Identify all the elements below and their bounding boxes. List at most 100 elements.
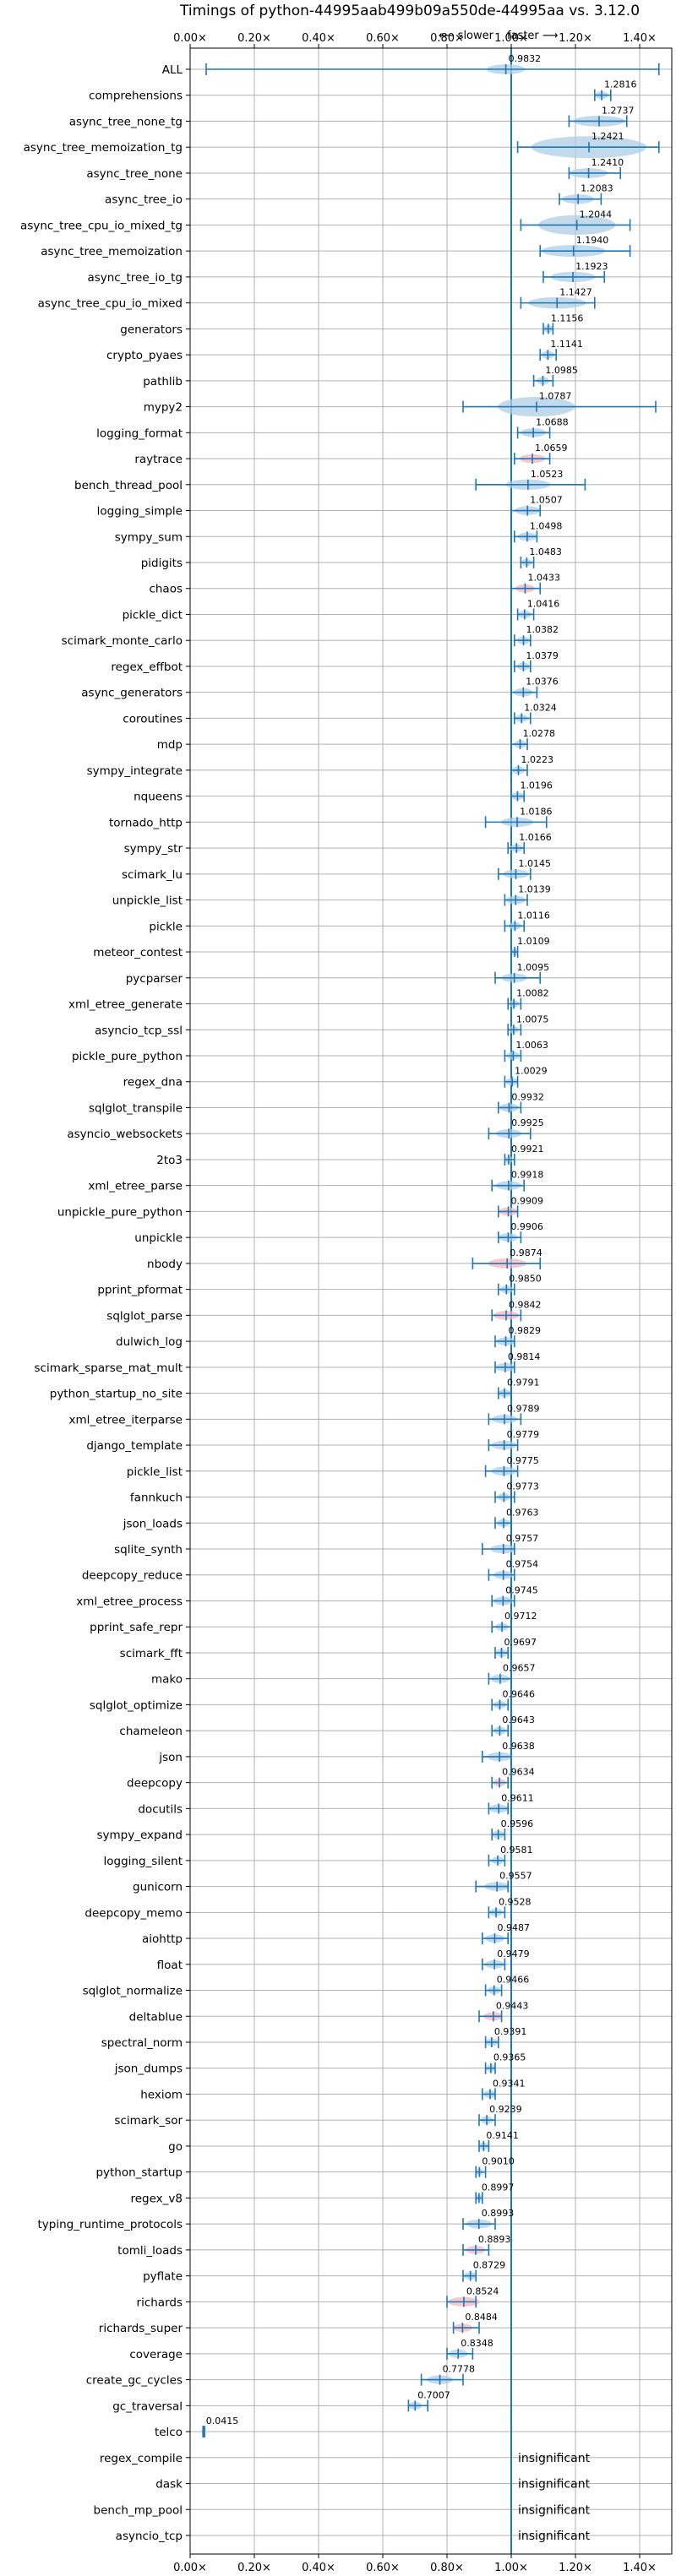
value-label: 1.0688: [536, 416, 569, 427]
x-tick-label-bottom: 0.20×: [237, 2562, 271, 2574]
category-label-dask: dask: [155, 2478, 183, 2492]
category-label-ALL: ALL: [162, 63, 183, 77]
category-label-json_loads: json_loads: [123, 1517, 183, 1530]
category-label-async_tree_io: async_tree_io: [105, 193, 183, 207]
violin-pathlib: 1.0985: [532, 365, 578, 387]
value-label: 1.0166: [519, 832, 552, 843]
violin-bench_mp_pool: insignificant: [518, 2503, 591, 2517]
violin-pickle_list: 0.9775: [484, 1455, 539, 1477]
violin-xml_etree_parse: 0.9918: [491, 1170, 543, 1192]
violin-sqlglot_parse: 0.9842: [491, 1299, 542, 1322]
category-label-sympy_expand: sympy_expand: [96, 1829, 183, 1842]
violin-sqlglot_transpile: 0.9932: [497, 1091, 544, 1114]
value-label: 0.9581: [500, 1845, 533, 1856]
x-tick-label-top: 1.40×: [623, 32, 657, 45]
y-axis-categories: ALL comprehensions async_tree_none_tgasync…: [20, 63, 190, 2543]
value-label: 0.9832: [509, 53, 542, 64]
value-label: 0.9239: [489, 2104, 522, 2115]
category-label-pickle_pure_python: pickle_pure_python: [72, 1050, 183, 1063]
category-label-xml_etree_parse: xml_etree_parse: [88, 1180, 183, 1193]
violin-telco: 0.0415: [201, 2416, 238, 2438]
value-label: 0.9466: [497, 1975, 530, 1986]
category-label-richards_super: richards_super: [99, 2322, 183, 2335]
value-label: 0.9141: [486, 2130, 519, 2141]
category-label-nqueens: nqueens: [134, 791, 183, 804]
value-label: 1.0507: [530, 495, 563, 506]
violin-logging_simple: 1.0507: [510, 495, 563, 517]
category-label-regex_effbot: regex_effbot: [111, 660, 183, 674]
category-label-docutils: docutils: [138, 1802, 183, 1816]
value-label: 1.2421: [592, 131, 624, 142]
value-label: 0.9921: [511, 1144, 544, 1155]
category-label-sqlglot_optimize: sqlglot_optimize: [90, 1698, 183, 1712]
violin-richards: 0.8524: [446, 2285, 499, 2308]
value-label: 1.0145: [519, 858, 552, 869]
violin-richards_super: 0.8484: [452, 2312, 498, 2334]
violin-chaos: 1.0433: [510, 573, 560, 595]
value-label: 0.9634: [502, 1767, 535, 1778]
value-label: 0.9757: [506, 1533, 539, 1544]
insignificant-label: insignificant: [518, 2503, 591, 2517]
value-label: 1.0659: [535, 443, 568, 454]
category-label-pickle: pickle: [149, 920, 183, 933]
value-label: 1.0523: [531, 469, 564, 480]
x-tick-label-bottom: 0.60×: [366, 2562, 400, 2574]
value-label: 1.0985: [545, 365, 578, 376]
violin-scimark_sparse_mat_mult: 0.9814: [494, 1351, 540, 1373]
category-label-pycparser: pycparser: [126, 972, 183, 986]
direction-faster-label: faster ⟶: [507, 30, 559, 42]
category-label-pickle_dict: pickle_dict: [123, 608, 183, 622]
violin-dask: insignificant: [518, 2478, 591, 2492]
violin-bench_thread_pool: 1.0523: [475, 469, 586, 491]
value-label: 0.9773: [506, 1481, 539, 1492]
violin-async_tree_none_tg: 1.2737: [568, 105, 635, 128]
x-axis-bottom: 0.00× 0.20× 0.40× 0.60× 0.80× 1.00× 1.20× 1.40×: [173, 2554, 657, 2574]
value-label: 0.9657: [503, 1663, 536, 1674]
category-label-typing_runtime_protocols: typing_runtime_protocols: [38, 2218, 183, 2231]
category-label-coroutines: coroutines: [123, 712, 183, 726]
value-label: 1.1427: [559, 287, 592, 298]
violin-regex_v8: 0.8997: [475, 2182, 514, 2204]
value-label: 0.9697: [504, 1637, 537, 1648]
category-label-python_startup_no_site: python_startup_no_site: [50, 1388, 183, 1401]
category-label-asyncio_tcp: asyncio_tcp: [116, 2530, 183, 2543]
violin-async_tree_io_tg: 1.1923: [542, 261, 608, 283]
category-label-nbody: nbody: [147, 1258, 183, 1271]
violin-hexiom: 0.9341: [481, 2078, 526, 2100]
marks-layer: 0.9832 1.2816 1.2737 1.2421 1.2410 1.2083 1.20…: [201, 48, 660, 2554]
category-label-meteor_contest: meteor_contest: [93, 946, 183, 959]
category-label-pprint_safe_repr: pprint_safe_repr: [90, 1621, 183, 1634]
violin-pickle_pure_python: 1.0063: [504, 1040, 548, 1062]
value-label: 1.0095: [517, 962, 550, 973]
value-label: 1.0376: [526, 677, 559, 687]
category-label-chameleon: chameleon: [119, 1725, 183, 1738]
category-label-crypto_pyaes: crypto_pyaes: [106, 349, 183, 362]
grid-layer: [189, 48, 672, 2554]
value-label: 1.0483: [529, 546, 562, 557]
category-label-regex_compile: regex_compile: [100, 2452, 183, 2465]
violin-python_startup_no_site: 0.9791: [497, 1378, 540, 1399]
value-label: 1.2044: [580, 209, 613, 220]
value-label: 0.7778: [443, 2364, 476, 2375]
violin-sympy_expand: 0.9596: [491, 1818, 533, 1841]
violin-sqlglot_normalize: 0.9466: [484, 1975, 530, 1997]
violin-json_loads: 0.9763: [494, 1507, 539, 1530]
value-label: 1.0223: [521, 754, 553, 765]
violin-pprint_pformat: 0.9850: [497, 1274, 542, 1296]
category-label-python_startup: python_startup: [95, 2166, 183, 2180]
x-tick-label-bottom: 1.40×: [623, 2562, 657, 2574]
violin-typing_runtime_protocols: 0.8993: [462, 2208, 514, 2231]
category-label-deltablue: deltablue: [129, 2010, 183, 2024]
violin-deepcopy: 0.9634: [491, 1767, 535, 1789]
category-label-scimark_sor: scimark_sor: [114, 2114, 183, 2128]
value-label: 0.9763: [506, 1507, 539, 1518]
value-label: 0.9842: [509, 1299, 542, 1310]
violin-fannkuch: 0.9773: [494, 1481, 539, 1503]
value-label: 0.9646: [503, 1688, 536, 1699]
violin-django_template: 0.9779: [488, 1429, 539, 1452]
value-label: 1.0433: [527, 573, 560, 584]
value-label: 0.9341: [493, 2078, 526, 2089]
category-label-deepcopy_reduce: deepcopy_reduce: [82, 1569, 183, 1583]
value-label: 1.0382: [526, 624, 559, 635]
category-label-float: float: [157, 1959, 183, 1972]
